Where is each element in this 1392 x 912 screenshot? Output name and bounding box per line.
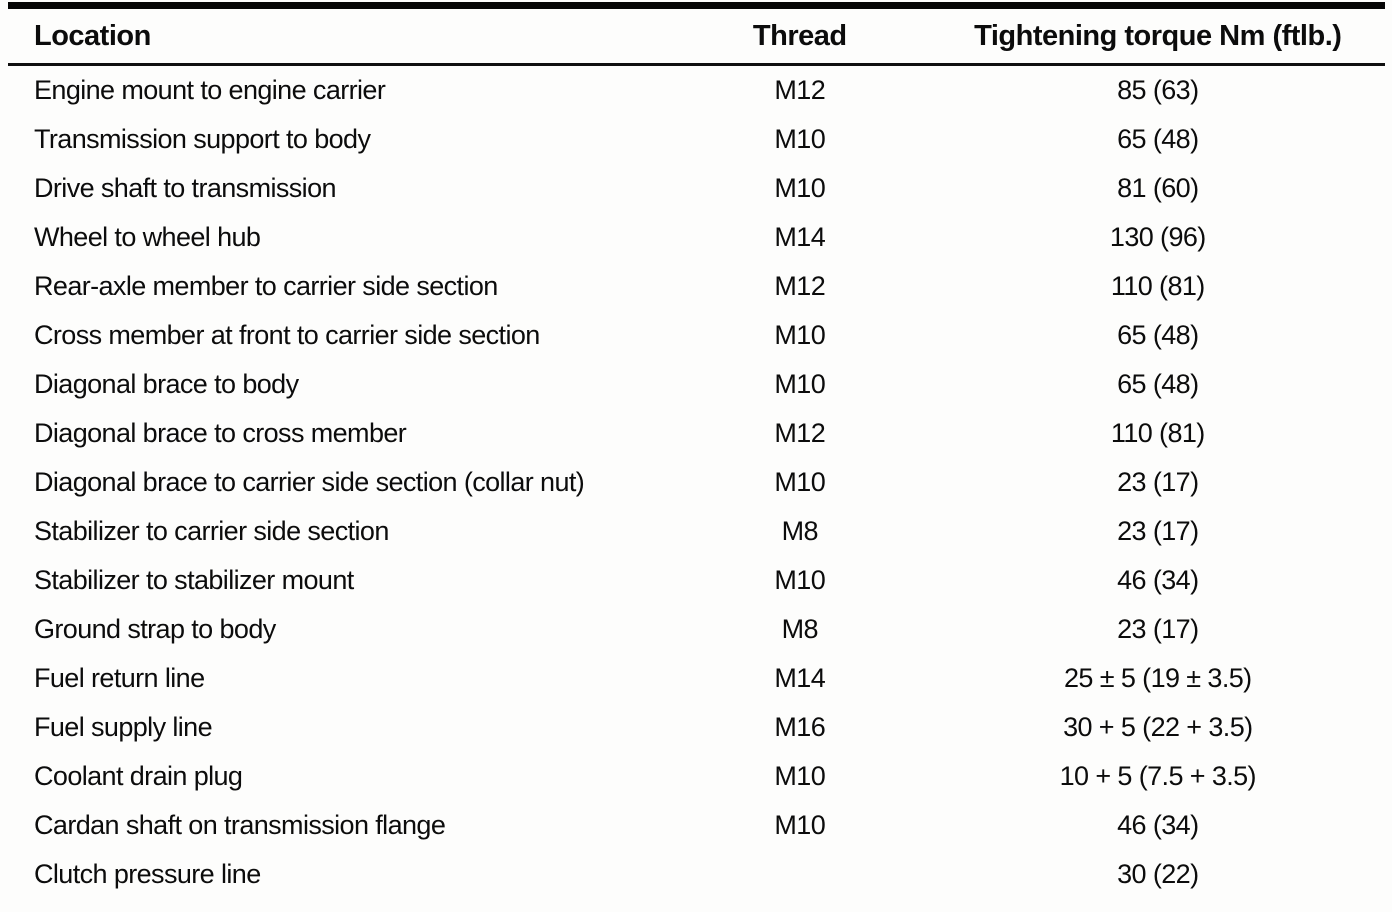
torque-cell: 23 (17): [1117, 614, 1199, 644]
thread-cell: M8: [781, 614, 819, 644]
thread-cell: M12: [774, 75, 826, 105]
torque-cell: 130 (96): [1109, 222, 1206, 252]
torque-cell: 85 (63): [1117, 75, 1199, 105]
torque-cell: 23 (17): [1117, 467, 1199, 497]
location-cell: Ground strap to body: [34, 614, 276, 644]
torque-cell: 30 (22): [1117, 859, 1199, 889]
table-header-row: Location Thread Tightening torque Nm (ft…: [8, 5, 1385, 65]
table-row: Engine mount to engine carrier M12 85 (6…: [8, 65, 1385, 116]
table-row: Fuel supply line M16 30 + 5 (22 + 3.5): [8, 703, 1385, 752]
torque-cell: 65 (48): [1117, 124, 1199, 154]
table-row: Fuel return line M14 25 ± 5 (19 ± 3.5): [8, 654, 1385, 703]
thread-cell: M10: [774, 761, 826, 791]
location-cell: Coolant drain plug: [34, 761, 243, 791]
column-header-torque: Tightening torque Nm (ftlb.): [974, 20, 1342, 52]
location-cell: Transmission support to body: [34, 124, 371, 154]
column-header-location: Location: [34, 20, 151, 52]
thread-cell: M10: [774, 320, 826, 350]
table-row: Coolant drain plug M10 10 + 5 (7.5 + 3.5…: [8, 752, 1385, 801]
table-row: Cross member at front to carrier side se…: [8, 311, 1385, 360]
table-row: Stabilizer to carrier side section M8 23…: [8, 507, 1385, 556]
thread-cell: M10: [774, 369, 826, 399]
location-cell: Stabilizer to carrier side section: [34, 516, 389, 546]
torque-cell: 81 (60): [1117, 173, 1199, 203]
torque-cell: 10 + 5 (7.5 + 3.5): [1059, 761, 1257, 791]
location-cell: Clutch pressure line: [34, 859, 261, 889]
thread-cell: M14: [774, 222, 826, 252]
table-row: Wheel to wheel hub M14 130 (96): [8, 213, 1385, 262]
location-cell: Drive shaft to transmission: [34, 173, 337, 203]
torque-cell: 23 (17): [1117, 516, 1199, 546]
location-cell: Diagonal brace to body: [34, 369, 299, 399]
torque-cell: 30 + 5 (22 + 3.5): [1063, 712, 1253, 742]
thread-cell: M10: [774, 124, 826, 154]
table-row: Diagonal brace to body M10 65 (48): [8, 360, 1385, 409]
location-cell: Stabilizer to stabilizer mount: [34, 565, 354, 595]
table-row: Transmission support to body M10 65 (48): [8, 115, 1385, 164]
table-row: Clutch pressure line 30 (22): [8, 850, 1385, 899]
table-row: Diagonal brace to carrier side section (…: [8, 458, 1385, 507]
torque-cell: 110 (81): [1110, 418, 1205, 448]
location-cell: Wheel to wheel hub: [34, 222, 261, 252]
torque-cell: 110 (81): [1110, 271, 1205, 301]
thread-cell: [669, 850, 931, 899]
table-row: Stabilizer to stabilizer mount M10 46 (3…: [8, 556, 1385, 605]
torque-cell: 46 (34): [1117, 810, 1199, 840]
location-cell: Cardan shaft on transmission flange: [34, 810, 446, 840]
location-cell: Rear-axle member to carrier side section: [34, 271, 498, 301]
location-cell: Diagonal brace to carrier side section (…: [34, 467, 585, 497]
location-cell: Cross member at front to carrier side se…: [34, 320, 540, 350]
thread-cell: M10: [774, 467, 826, 497]
location-cell: Diagonal brace to cross member: [34, 418, 407, 448]
location-cell: Fuel supply line: [34, 712, 213, 742]
thread-cell: M10: [774, 173, 826, 203]
thread-cell: M12: [774, 418, 826, 448]
thread-cell: M16: [774, 712, 826, 742]
column-header-thread: Thread: [752, 20, 847, 52]
torque-cell: 25 ± 5 (19 ± 3.5): [1064, 663, 1252, 693]
torque-cell: 65 (48): [1117, 320, 1199, 350]
thread-cell: M14: [774, 663, 826, 693]
thread-cell: M12: [774, 271, 826, 301]
table-row: Ground strap to body M8 23 (17): [8, 605, 1385, 654]
table-row: Diagonal brace to cross member M12 110 (…: [8, 409, 1385, 458]
table-row: Rear-axle member to carrier side section…: [8, 262, 1385, 311]
torque-cell: 46 (34): [1117, 565, 1199, 595]
table-row: Cardan shaft on transmission flange M10 …: [8, 801, 1385, 850]
thread-cell: M10: [774, 810, 826, 840]
location-cell: Fuel return line: [34, 663, 205, 693]
location-cell: Engine mount to engine carrier: [34, 75, 386, 105]
thread-cell: M8: [781, 516, 819, 546]
thread-cell: M10: [774, 565, 826, 595]
torque-spec-table: Location Thread Tightening torque Nm (ft…: [8, 2, 1385, 899]
table-row: Drive shaft to transmission M10 81 (60): [8, 164, 1385, 213]
torque-cell: 65 (48): [1117, 369, 1199, 399]
